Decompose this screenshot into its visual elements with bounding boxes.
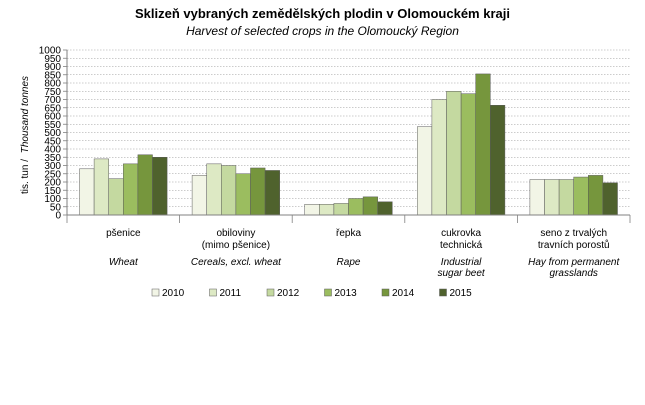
bar-2015-2 [377, 201, 393, 216]
y-tick-label: 50 [50, 202, 62, 213]
y-tick-label: 600 [44, 112, 61, 123]
category-label-cz: obiloviny [216, 228, 255, 239]
legend-label-2014: 2014 [392, 288, 415, 299]
y-tick-label: 900 [44, 62, 61, 73]
bar-2014-0 [137, 154, 153, 216]
y-tick-label: 400 [44, 145, 61, 156]
y-tick-label: 300 [44, 161, 61, 172]
y-tick-label: 550 [44, 120, 61, 131]
y-tick-label: 200 [44, 178, 61, 189]
category-label-cz: (mimo pšenice) [202, 240, 270, 251]
y-tick-label: 250 [44, 169, 61, 180]
x-category-labels: pšenice Wheat obiloviny(mimo pšenice) Cerea… [106, 228, 620, 279]
category-label-en: grasslands [550, 268, 598, 279]
bar-2015-4 [602, 182, 618, 216]
bar-2010-0 [79, 168, 95, 216]
bar-2014-3 [475, 73, 491, 216]
bar-2012-3 [446, 91, 462, 216]
category-label-en: Hay from permanent [528, 257, 620, 268]
y-tick-label: 750 [44, 87, 61, 98]
y-tick-label: 950 [44, 54, 61, 65]
bar-2015-1 [264, 170, 280, 216]
bar-2015-3 [490, 105, 506, 216]
category-label-cz: technická [440, 240, 483, 251]
bar-2010-2 [304, 204, 320, 216]
bar-2010-1 [191, 175, 207, 216]
legend: 2010 2011 2012 2013 2014 2015 [151, 288, 473, 299]
y-tick-label: 850 [44, 70, 61, 81]
bar-2013-2 [348, 198, 364, 216]
y-tick-label: 150 [44, 186, 61, 197]
y-axis-label-en: Thousand tonnes [20, 76, 31, 153]
bar-2012-1 [221, 165, 237, 216]
y-axis-label: tis. tun / Thousand tonnes [20, 76, 31, 194]
category-label-cz: pšenice [106, 228, 141, 239]
bars [79, 73, 618, 216]
bar-2014-1 [250, 167, 266, 216]
category-label-en: sugar beet [437, 268, 485, 279]
bar-2014-4 [588, 175, 604, 216]
bar-2012-0 [108, 178, 124, 216]
legend-label-2015: 2015 [450, 288, 473, 299]
category-label-cz: cukrovka [441, 228, 481, 239]
legend-swatch-2012 [266, 288, 275, 297]
y-tick-label: 1000 [39, 46, 62, 57]
category-label-en: Industrial [441, 257, 482, 268]
legend-label-2011: 2011 [220, 288, 242, 299]
y-tick-label: 800 [44, 79, 61, 90]
bar-2011-3 [431, 99, 447, 216]
bar-2012-4 [558, 179, 574, 216]
bar-2012-2 [333, 203, 349, 216]
bar-2015-0 [152, 157, 168, 216]
bar-2013-4 [573, 176, 589, 216]
legend-swatch-2010 [151, 288, 160, 297]
y-tick-label: 350 [44, 153, 61, 164]
axes [63, 49, 631, 223]
legend-label-2013: 2013 [335, 288, 358, 299]
chart-title: Sklizeň vybraných zemědělských plodin v … [135, 6, 510, 21]
bar-2010-3 [417, 126, 433, 216]
y-tick-labels: 0501001502002503003504004505005506006507… [39, 46, 62, 222]
y-tick-label: 700 [44, 95, 61, 106]
bar-2011-2 [319, 204, 335, 216]
bar-2010-4 [529, 179, 545, 216]
chart-subtitle: Harvest of selected crops in the Olomouc… [186, 24, 459, 38]
bar-2011-4 [544, 179, 560, 216]
y-tick-label: 450 [44, 136, 61, 147]
bar-2013-3 [460, 93, 476, 216]
y-tick-label: 500 [44, 128, 61, 139]
category-label-cz: travních porostů [538, 239, 610, 251]
bar-2011-0 [93, 158, 109, 216]
y-tick-label: 0 [55, 211, 61, 222]
bar-2011-1 [206, 163, 222, 216]
category-label-cz: seno z trvalých [540, 228, 607, 239]
category-label-cz: řepka [336, 228, 361, 239]
legend-swatch-2014 [381, 288, 390, 297]
bar-2013-0 [123, 163, 139, 216]
category-label-en: Rape [337, 257, 361, 268]
bar-2014-2 [362, 196, 378, 216]
bar-2013-1 [235, 173, 251, 216]
legend-label-2012: 2012 [277, 288, 300, 299]
y-tick-label: 650 [44, 103, 61, 114]
legend-swatch-2015 [439, 288, 447, 297]
category-label-en: Cereals, excl. wheat [191, 257, 282, 268]
category-label-en: Wheat [109, 257, 139, 268]
legend-label-2010: 2010 [162, 288, 185, 299]
legend-swatch-2013 [324, 288, 332, 297]
y-tick-label: 100 [44, 194, 61, 205]
legend-swatch-2011 [209, 288, 217, 297]
y-axis-label-cz: tis. tun / [20, 159, 31, 194]
